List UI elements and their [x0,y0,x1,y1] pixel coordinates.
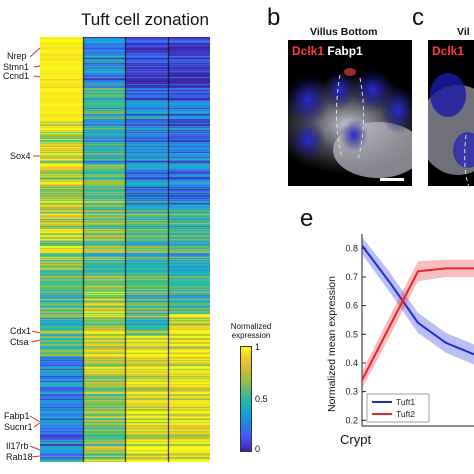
stain-dclk1-label-c: Dclk1 [432,44,465,58]
y-tick-label: 0.3 [345,387,358,397]
y-tick-label: 0.4 [345,358,358,368]
gene-marker-ctsa [31,339,41,343]
stain-dclk1-label: Dclk1 [292,44,325,58]
y-tick-label: 0.5 [345,329,358,339]
legend-label-tuft2: Tuft2 [396,409,415,419]
y-tick-label: 0.6 [345,301,358,311]
panel-b-title: Villus Bottom [310,26,378,38]
gene-marker-cdx1 [31,330,41,334]
colorbar-tick-1: 1 [255,342,261,352]
panel-c-title: Vil [457,26,470,38]
gene-label-rab18: Rab18 [6,452,33,462]
gene-label-ccnd1: Ccnd1 [3,71,30,81]
legend-box [366,393,430,423]
colorbar-label-line2: expression [231,331,271,340]
tuft-zonation-heatmap [40,37,210,462]
legend-label-tuft1: Tuft1 [396,397,415,407]
heatmap-title: Tuft cell zonation [81,10,209,29]
x-axis-label: Crypt [340,432,372,447]
colorbar-tick-0: 0 [255,444,261,454]
series-line-tuft1 [361,244,474,356]
colorbar-label-line1: Normalized [230,322,272,331]
y-tick-label: 0.8 [345,243,358,253]
stain-fabp1-label: Fabp1 [327,44,363,58]
gene-label-sox4: Sox4 [10,151,31,161]
gene-marker-sucnr1 [33,422,41,428]
gene-marker-stmn1 [33,65,41,68]
gene-label-fabp1: Fabp1 [4,411,30,421]
gene-marker-fabp1 [29,415,41,423]
y-tick-label: 0.7 [345,272,358,282]
gene-marker-il17rb [29,445,41,451]
gene-label-ctsa: Ctsa [10,337,29,347]
panel-b-micrograph: Dclk1 Fabp1 [288,40,412,186]
panel-letter-b: b [267,4,281,31]
gene-marker-nrep [29,47,41,58]
gene-label-il17rb: Il17rb [6,441,29,451]
panel-letter-e: e [300,205,314,232]
gene-label-stmn1: Stmn1 [3,62,30,72]
series-band-tuft2 [362,259,474,389]
colorbar-label: Normalized expression [222,322,280,340]
colorbar [240,346,252,452]
series-line-tuft2 [361,267,474,381]
micrograph-b-image [288,68,412,181]
scale-bar [380,178,404,181]
panel-letter-c: c [412,4,424,31]
panel-b-stain-labels: Dclk1 Fabp1 [292,44,363,58]
y-tick-label: 0.2 [345,415,358,425]
gene-marker-ccnd1 [33,75,41,78]
gene-label-nrep: Nrep [7,51,27,61]
series-band-tuft1 [362,236,474,365]
panel-c-micrograph: Dclk1 [428,40,474,186]
gene-label-sucnr1: Sucnr1 [4,422,33,432]
gene-label-cdx1: Cdx1 [10,326,32,336]
colorbar-tick-0-5: 0.5 [255,394,268,404]
micrograph-c-image [428,73,474,186]
gene-marker-rab18 [30,455,41,458]
